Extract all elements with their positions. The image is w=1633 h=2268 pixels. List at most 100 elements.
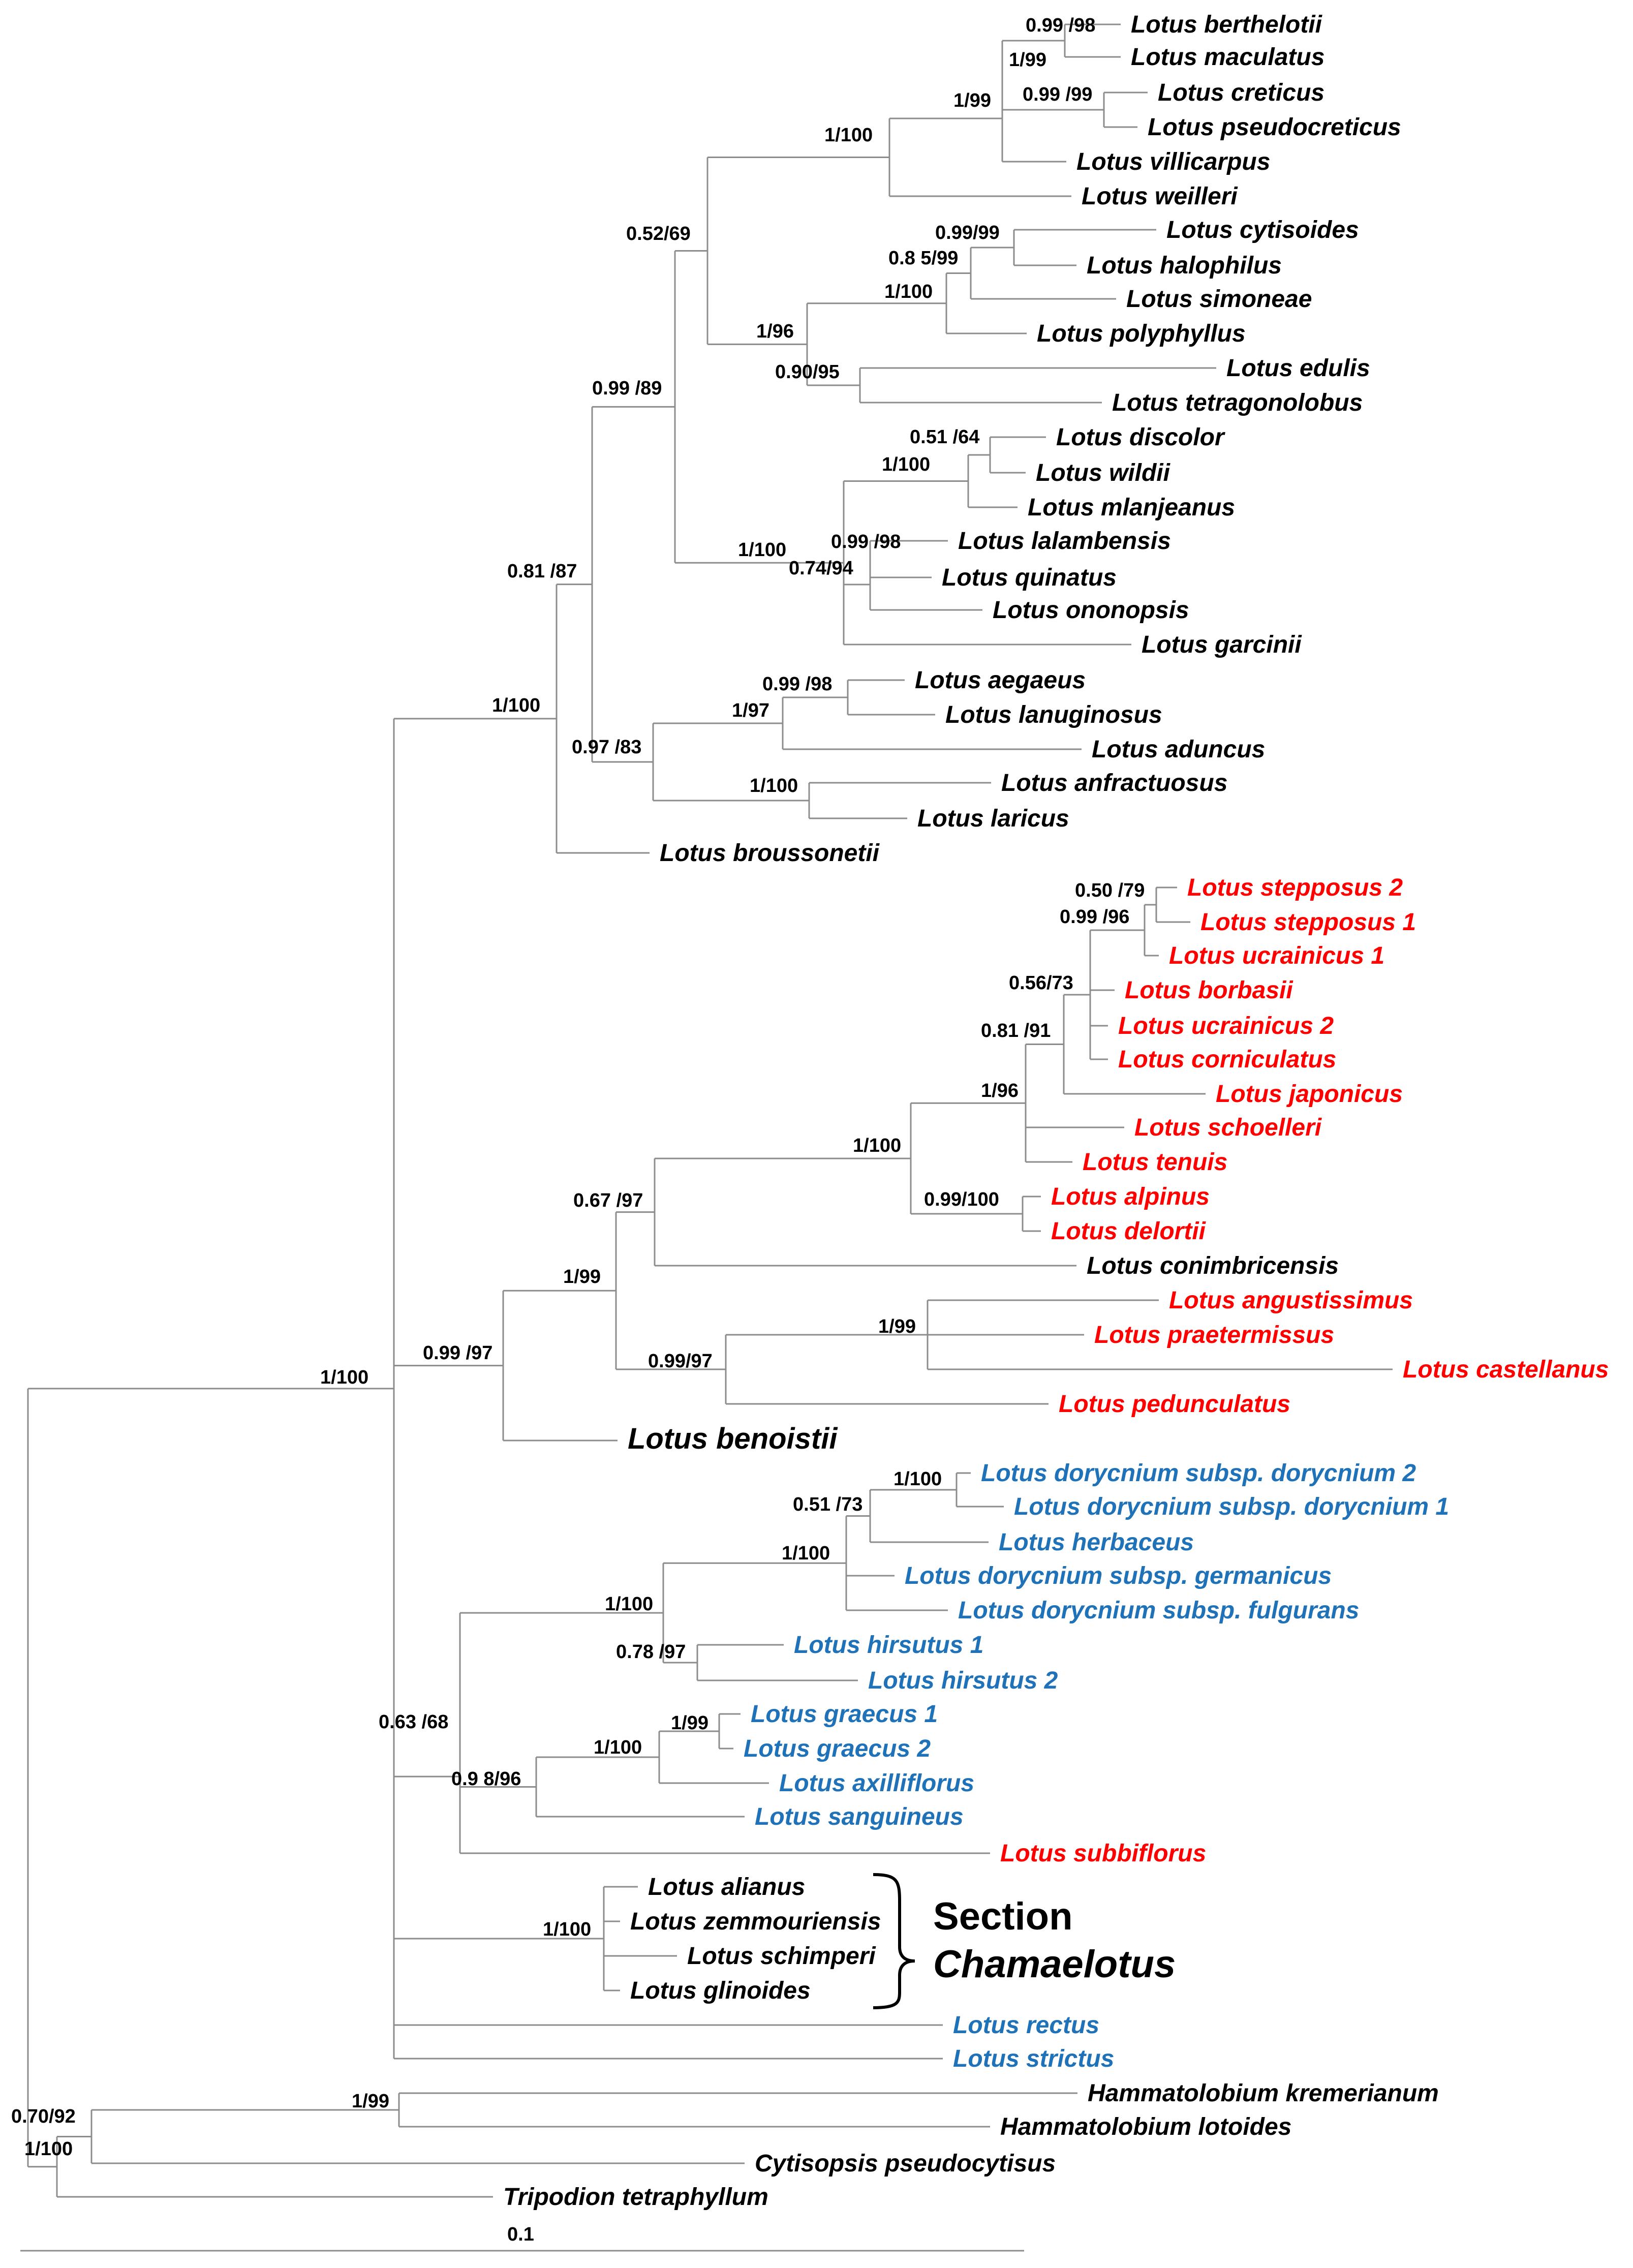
support-value: 1/99 xyxy=(563,1266,601,1288)
support-value: 0.99 /97 xyxy=(423,1342,492,1364)
taxon-label: Hammatolobium lotoides xyxy=(1000,2113,1291,2140)
taxa-labels: Lotus berthelotii Lotus maculatus Lotus cr… xyxy=(503,11,1609,2211)
taxon-label: Lotus lalambensis xyxy=(958,528,1171,555)
section-bracket xyxy=(873,1873,915,2009)
section-label-line1: Section xyxy=(933,1895,1073,1938)
taxon-label: Lotus cytisoides xyxy=(1166,217,1359,243)
taxon-label: Lotus aduncus xyxy=(1092,736,1265,763)
support-value: 1/100 xyxy=(884,281,933,302)
taxon-label: Lotus pedunculatus xyxy=(1059,1391,1290,1418)
support-value: 1/100 xyxy=(782,1543,830,1564)
taxon-label: Lotus alianus xyxy=(648,1874,805,1901)
support-value: 1/100 xyxy=(320,1367,368,1388)
taxon-label: Lotus garcinii xyxy=(1142,631,1302,658)
taxon-label: Lotus dorycnium subsp. dorycnium 1 xyxy=(1014,1493,1449,1520)
support-value: 0.52/69 xyxy=(626,223,691,244)
support-value: 0.9 8/96 xyxy=(451,1768,521,1790)
support-value: 0.50 /79 xyxy=(1075,880,1145,901)
taxon-label: Lotus halophilus xyxy=(1087,252,1282,279)
support-value: 0.81 /91 xyxy=(981,1020,1051,1041)
taxon-label: Lotus angustissimus xyxy=(1169,1287,1413,1314)
support-value: 0.99/100 xyxy=(924,1189,999,1210)
support-value: 0.8 5/99 xyxy=(888,248,958,269)
support-value: 0.99/99 xyxy=(935,222,1000,243)
support-values: 0.99 /98 1/99 0.99 /99 1/99 1/100 0.99/99 0.8 … xyxy=(11,15,1145,2160)
taxon-label: Lotus dorycnium subsp. dorycnium 2 xyxy=(981,1460,1416,1487)
taxon-label: Lotus subbiflorus xyxy=(1000,1840,1206,1867)
support-value: 0.99 /89 xyxy=(592,378,662,399)
taxon-label: Lotus zemmouriensis xyxy=(630,1908,881,1935)
taxon-label: Lotus ucrainicus 2 xyxy=(1118,1013,1334,1039)
support-value: 1/99 xyxy=(352,2091,389,2112)
taxon-label: Lotus schoelleri xyxy=(1134,1114,1322,1141)
support-value: 1/100 xyxy=(594,1737,642,1758)
support-value: 1/100 xyxy=(492,695,540,716)
support-value: 0.99 /96 xyxy=(1060,906,1129,928)
taxon-label: Lotus lanuginosus xyxy=(945,701,1162,728)
taxon-label: Lotus tetragonolobus xyxy=(1112,389,1363,416)
taxon-label: Lotus alpinus xyxy=(1051,1183,1210,1210)
taxon-label: Lotus glinoides xyxy=(630,1977,811,2004)
taxon-label: Lotus dorycnium subsp. fulgurans xyxy=(958,1597,1359,1624)
support-value: 0.63 /68 xyxy=(379,1711,448,1733)
taxon-label: Lotus creticus xyxy=(1158,79,1324,106)
support-value: 0.51 /73 xyxy=(793,1494,862,1515)
taxon-label: Lotus dorycnium subsp. germanicus xyxy=(905,1562,1332,1589)
taxon-label: Lotus anfractuosus xyxy=(1001,770,1227,796)
taxon-label: Lotus mlanjeanus xyxy=(1028,494,1235,521)
support-value: 1/100 xyxy=(882,454,930,475)
taxon-label: Lotus tenuis xyxy=(1083,1149,1227,1176)
support-value: 0.97 /83 xyxy=(572,737,641,758)
taxon-label: Lotus delortii xyxy=(1051,1218,1207,1245)
support-value: 1/99 xyxy=(878,1316,916,1337)
support-value: 1/100 xyxy=(824,125,873,146)
taxon-label: Lotus schimperi xyxy=(687,1943,876,1970)
taxon-label: Lotus discolor xyxy=(1056,424,1225,451)
taxon-label: Lotus herbaceus xyxy=(999,1529,1194,1556)
scale-bar-label: 0.1 xyxy=(507,2224,534,2245)
taxon-label: Lotus conimbricensis xyxy=(1087,1252,1339,1279)
taxon-label: Lotus wildii xyxy=(1036,459,1171,486)
support-value: 0.70/92 xyxy=(11,2106,76,2127)
support-value: 1/100 xyxy=(893,1468,942,1490)
taxon-label: Lotus polyphyllus xyxy=(1037,320,1246,347)
taxon-label: Lotus praetermissus xyxy=(1094,1322,1334,1348)
support-value: 1/100 xyxy=(24,2138,73,2160)
support-value: 0.78 /97 xyxy=(616,1641,686,1663)
taxon-label: Lotus villicarpus xyxy=(1076,148,1270,175)
taxon-label: Lotus axilliflorus xyxy=(779,1770,974,1797)
tree-branches xyxy=(27,23,1393,2198)
support-value: 1/100 xyxy=(738,539,786,561)
taxon-label: Lotus castellanus xyxy=(1403,1356,1609,1383)
taxon-label: Lotus borbasii xyxy=(1125,977,1293,1004)
support-value: 0.99 /98 xyxy=(1026,15,1095,36)
support-value: 0.99 /99 xyxy=(1023,84,1092,105)
support-value: 0.56/73 xyxy=(1009,972,1073,994)
taxon-label: Lotus graecus 2 xyxy=(744,1735,931,1762)
taxon-label: Lotus corniculatus xyxy=(1118,1046,1336,1073)
support-value: 1/100 xyxy=(750,775,798,796)
support-value: 1/100 xyxy=(605,1593,653,1615)
taxon-label: Lotus strictus xyxy=(953,2045,1114,2072)
taxon-label: Lotus rectus xyxy=(953,2012,1099,2039)
section-label-line2: Chamaelotus xyxy=(933,1943,1176,1986)
support-value: 1/96 xyxy=(981,1080,1019,1101)
support-value: 0.99 /98 xyxy=(831,531,901,553)
support-value: 1/100 xyxy=(543,1919,591,1940)
taxon-label: Lotus stepposus 1 xyxy=(1200,909,1416,936)
taxon-label: Lotus stepposus 2 xyxy=(1187,874,1403,901)
taxon-label: Lotus laricus xyxy=(917,805,1069,832)
taxon-label: Lotus hirsutus 1 xyxy=(794,1632,983,1659)
support-value: 1/99 xyxy=(953,90,991,111)
support-value: 0.81 /87 xyxy=(507,561,577,582)
support-value: 0.99 /98 xyxy=(762,673,832,695)
taxon-label: Lotus maculatus xyxy=(1131,44,1324,71)
taxon-label: Lotus pseudocreticus xyxy=(1148,114,1401,141)
support-value: 0.51 /64 xyxy=(910,426,979,448)
support-value: 0.74/94 xyxy=(789,558,853,579)
taxon-label: Cytisopsis pseudocytisus xyxy=(755,2150,1056,2177)
taxon-label: Lotus aegaeus xyxy=(915,667,1086,694)
taxon-label: Lotus benoistii xyxy=(628,1422,838,1455)
taxon-label: Lotus sanguineus xyxy=(755,1803,964,1830)
